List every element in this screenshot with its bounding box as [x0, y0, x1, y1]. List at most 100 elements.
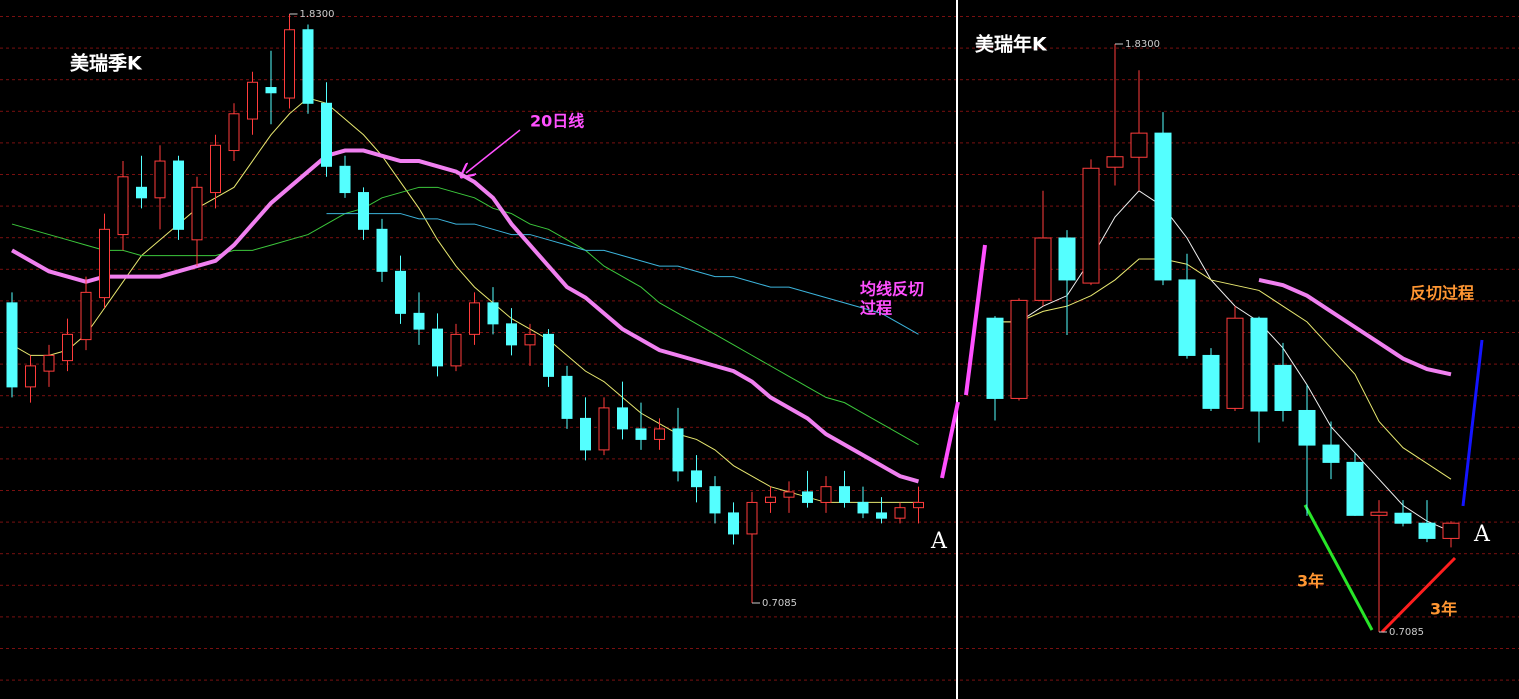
ma-line [11, 148, 920, 484]
candle-body [857, 501, 869, 514]
candle-body [1322, 444, 1340, 463]
ma-line [11, 97, 919, 503]
candle-body [506, 323, 517, 346]
annotation: A [1473, 522, 1491, 547]
candle-body [80, 291, 92, 341]
candle-body [1154, 132, 1172, 281]
candle-body [543, 333, 554, 377]
candle-body [1106, 156, 1124, 168]
arrow [466, 129, 521, 173]
candle-body [1394, 512, 1412, 524]
candle-body [376, 228, 388, 272]
candle-body [783, 491, 795, 498]
candle-body [358, 192, 369, 230]
candle-body [487, 302, 499, 325]
candle-body [654, 428, 665, 440]
trend-stroke [940, 401, 960, 479]
candle-body [1418, 522, 1436, 539]
candle-body [228, 113, 240, 152]
high-label: 1.8300 [1125, 39, 1160, 50]
candle-body [820, 486, 832, 503]
ma-line [1258, 277, 1452, 377]
candle-body [247, 81, 258, 120]
candle-body [1178, 279, 1196, 356]
candle-body [913, 501, 924, 509]
candle-body [986, 317, 1004, 399]
ma-line [11, 186, 919, 446]
candle-body [524, 333, 536, 346]
candle-body [6, 302, 18, 388]
annotation: 20日线 [530, 112, 584, 131]
candle-body [1130, 132, 1148, 158]
candle-body [191, 186, 203, 241]
candle-body [413, 312, 425, 330]
chart-title: 美瑞年K [975, 33, 1048, 56]
trend-stroke [1461, 339, 1484, 507]
ma-line [326, 213, 919, 335]
candle-body [284, 29, 295, 99]
candle-body [580, 417, 591, 451]
annotation: 3年 [1297, 572, 1324, 591]
candle-body [321, 102, 332, 167]
low-label: 0.7085 [762, 598, 797, 609]
candle-body [839, 486, 850, 503]
trend-stroke [1380, 556, 1457, 634]
candle-body [894, 507, 906, 519]
candle-body [210, 144, 221, 194]
candle-body [117, 176, 129, 236]
annotation: 过程 [860, 299, 892, 318]
candle-body [173, 160, 184, 230]
candle-body [1370, 511, 1388, 516]
candle-body [672, 428, 684, 472]
low-label: 0.7085 [1389, 627, 1424, 638]
ma-line [995, 258, 1452, 480]
candle-body [339, 165, 351, 194]
candle-body [62, 333, 73, 362]
candle-body [136, 186, 147, 199]
candle-body [1442, 522, 1460, 539]
candle-body [1274, 364, 1292, 411]
candle-body [450, 333, 462, 367]
candle-body [1346, 461, 1364, 516]
candle-body [395, 270, 406, 314]
candle-body [265, 87, 277, 94]
trend-stroke [1303, 504, 1374, 631]
candle-body [728, 512, 739, 535]
candle-body [691, 470, 702, 488]
candle-body [876, 512, 887, 519]
candle-body [617, 407, 628, 430]
candle-body [25, 365, 36, 388]
high-label: 1.8300 [300, 9, 335, 20]
ma-line [995, 190, 1452, 533]
candle-body [1010, 299, 1028, 399]
candle-body [1034, 237, 1052, 301]
candle-body [598, 407, 610, 451]
candle-body [1082, 167, 1100, 284]
candle-body [765, 496, 776, 503]
annotation: A [930, 529, 948, 554]
candle-body [432, 328, 443, 367]
annotation: 反切过程 [1410, 284, 1474, 303]
trend-stroke [964, 244, 987, 396]
candle-body [1202, 354, 1220, 409]
candle-body [635, 428, 647, 440]
candle-body [1058, 237, 1076, 281]
candle-body [561, 375, 573, 419]
candle-body [469, 302, 480, 335]
candle-body [746, 501, 758, 535]
candle-body [1226, 317, 1244, 409]
annotation: 均线反切 [860, 280, 924, 299]
chart-title: 美瑞季K [70, 52, 143, 75]
candle-body [1250, 317, 1268, 412]
candle-body [154, 160, 166, 199]
annotation: 3年 [1430, 600, 1457, 619]
candle-body [302, 29, 314, 104]
candle-body [99, 228, 110, 299]
candle-body [709, 486, 721, 514]
candle-body [43, 354, 55, 372]
candle-body [1298, 409, 1316, 446]
candle-body [802, 491, 813, 503]
